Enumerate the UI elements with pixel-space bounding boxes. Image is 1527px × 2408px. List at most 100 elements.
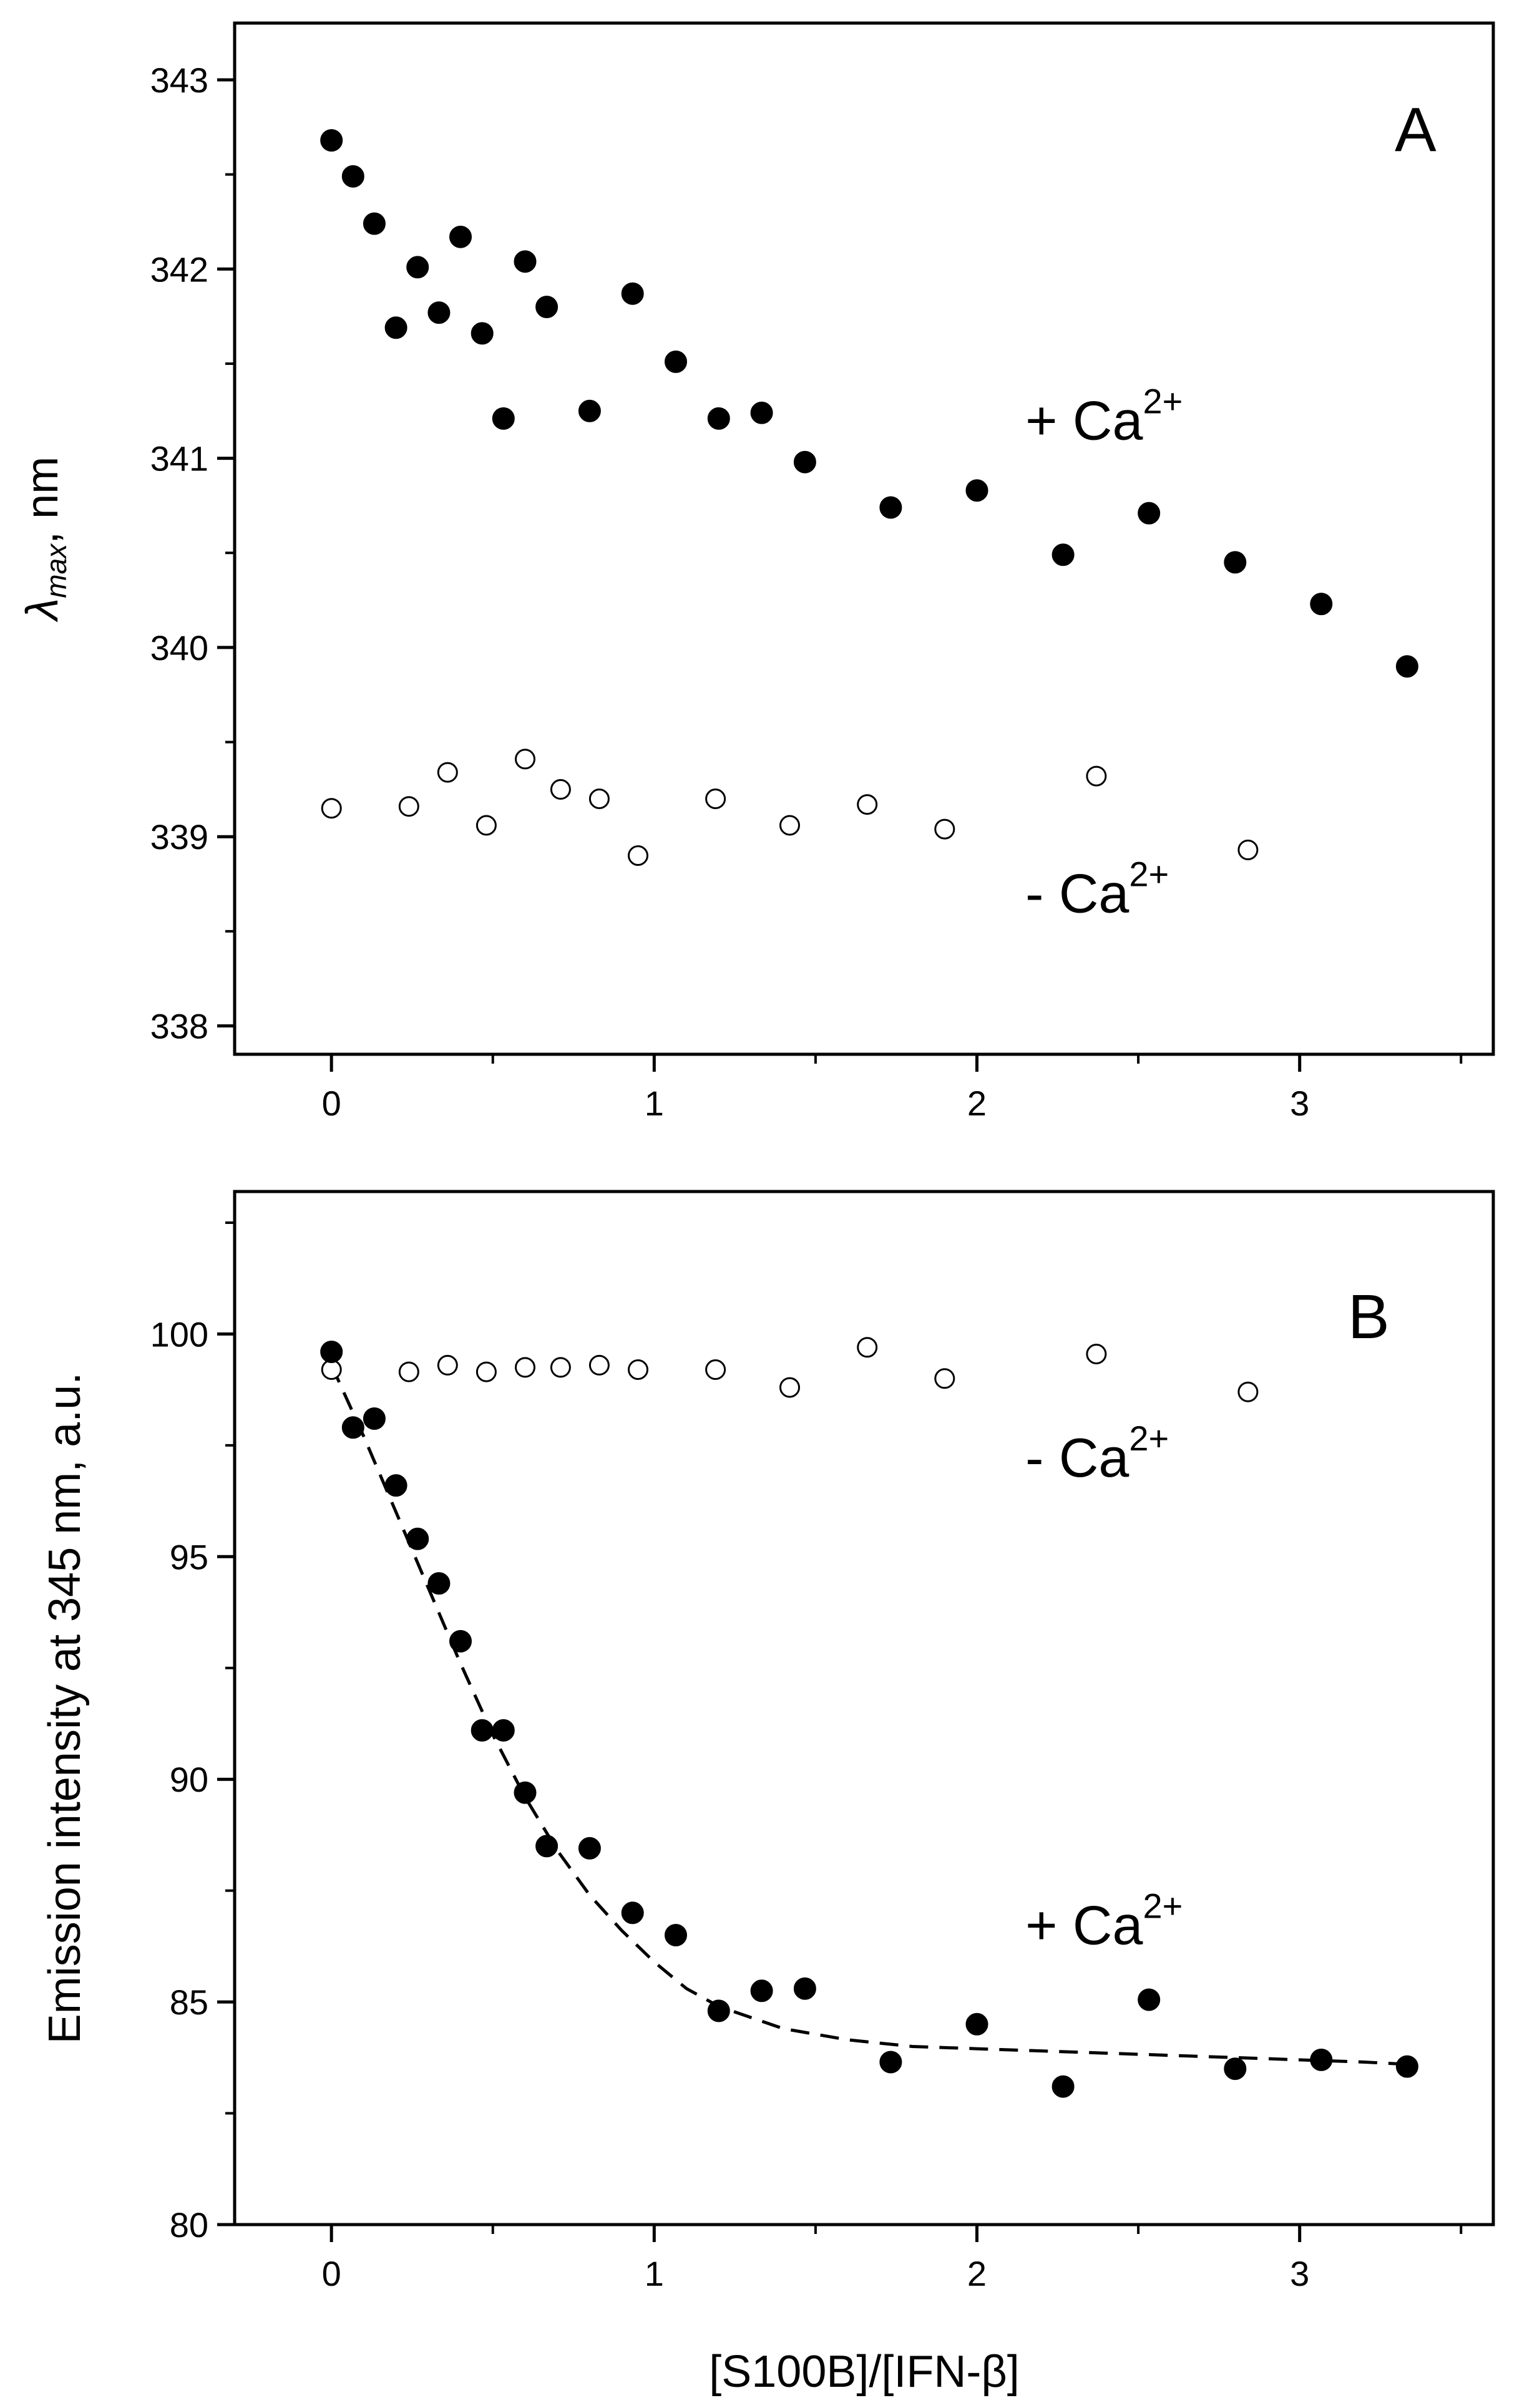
filled-data-point [621, 1901, 644, 1925]
series-label-main: + Ca [1025, 389, 1143, 451]
panel-b-y-tick-label: 100 [150, 1314, 208, 1354]
open-data-point [588, 789, 610, 809]
open-data-point [437, 1354, 458, 1376]
filled-data-point [793, 1977, 816, 2000]
open-data-point [321, 798, 342, 819]
panel-b-ticks: 0 1 2 3 80 85 90 95 100 [150, 1221, 1463, 2293]
panel-b-plus-ca-label: + Ca2+ [1025, 1886, 1183, 1956]
filled-data-point [492, 407, 515, 430]
filled-data-point [793, 450, 816, 473]
series-label-sup: 2+ [1143, 1886, 1183, 1925]
filled-data-point [621, 282, 644, 305]
open-data-point [1086, 765, 1107, 787]
panel-a-x-tick-label: 0 [322, 1084, 341, 1123]
filled-data-point [1395, 2055, 1418, 2078]
panel-b-x-tick-label: 0 [322, 2254, 341, 2293]
panel-a-x-tick-label: 1 [645, 1084, 664, 1123]
filled-data-point [427, 1572, 451, 1595]
filled-data-point [535, 296, 559, 318]
open-data-point [476, 1361, 497, 1382]
series-label-sup: 2+ [1129, 855, 1169, 894]
open-data-point [857, 1337, 878, 1358]
filled-data-point [427, 301, 451, 324]
series-label-main: - Ca [1025, 1427, 1129, 1488]
panel-b-x-tick-label: 3 [1290, 2254, 1309, 2293]
series-label-main: + Ca [1025, 1894, 1143, 1956]
panel-b-x-tick-label: 2 [967, 2254, 987, 2293]
open-data-point [628, 845, 648, 866]
filled-data-point [665, 1924, 687, 1946]
panel-b-letter: B [1348, 1282, 1390, 1352]
filled-data-point [384, 1474, 407, 1497]
panel-a-minus-ca-label: - Ca2+ [1025, 855, 1169, 925]
filled-data-point [750, 1979, 773, 2003]
y-title-lambda: λ [17, 598, 67, 623]
open-data-point [550, 779, 571, 800]
filled-data-point [1224, 551, 1247, 574]
open-data-point [1237, 839, 1259, 860]
filled-data-point [363, 1407, 386, 1430]
panel-b-fit-curve [329, 1364, 1408, 2066]
panel-b-points [320, 1337, 1418, 2098]
panel-a-frame [233, 21, 1495, 1056]
filled-data-point [341, 1416, 364, 1439]
filled-data-point [384, 316, 407, 339]
filled-data-point [750, 401, 773, 424]
filled-data-point [1224, 2057, 1247, 2080]
panel-a-x-tick-label: 2 [967, 1084, 987, 1123]
filled-data-point [1310, 593, 1333, 616]
filled-data-point [320, 1341, 343, 1363]
filled-data-point [406, 256, 429, 279]
filled-data-point [879, 2051, 902, 2074]
series-label-sup: 2+ [1129, 1419, 1169, 1458]
panel-a-letter: A [1395, 95, 1437, 165]
panel-a-y-tick-label: 339 [150, 817, 208, 857]
y-title-sub: max [40, 543, 72, 598]
panel-a-x-tick-label: 3 [1290, 1084, 1309, 1123]
open-data-point [550, 1357, 571, 1378]
filled-data-point [665, 350, 687, 373]
panel-b-fit-layer [329, 1364, 1408, 2066]
panel-a-ticks: 0 1 2 3 338 339 340 341 342 343 [150, 61, 1463, 1123]
panel-b-y-tick-label: 85 [170, 1983, 208, 2022]
filled-data-point [965, 479, 988, 502]
filled-data-point [514, 250, 537, 273]
filled-data-point [341, 165, 364, 188]
open-data-point [779, 1377, 800, 1398]
open-data-point [934, 818, 955, 840]
filled-data-point [449, 1629, 472, 1653]
open-data-point [705, 789, 726, 809]
y-title-unit: , nm [17, 457, 67, 544]
open-data-point [779, 815, 800, 836]
panel-a-y-tick-label: 341 [150, 439, 208, 478]
panel-a-y-axis-title: λmax, nm [17, 457, 72, 623]
panel-a-y-tick-label: 343 [150, 61, 208, 100]
filled-data-point [707, 1999, 730, 2022]
open-data-point [588, 1354, 610, 1376]
filled-data-point [320, 129, 343, 152]
open-data-point [628, 1359, 648, 1380]
panel-b-y-tick-label: 95 [170, 1537, 208, 1576]
filled-data-point [965, 2012, 988, 2036]
panel-a-plus-ca-label: + Ca2+ [1025, 381, 1183, 451]
filled-data-point [879, 496, 902, 519]
panel-b-y-tick-label: 90 [170, 1760, 208, 1799]
filled-data-point [1310, 2048, 1333, 2071]
filled-data-point [449, 225, 472, 248]
filled-data-point [535, 1835, 559, 1858]
panel-a-points [320, 129, 1418, 866]
filled-data-point [514, 1781, 537, 1804]
filled-data-point [363, 212, 386, 235]
open-data-point [934, 1368, 955, 1389]
panel-a-y-tick-label: 342 [150, 250, 208, 289]
filled-data-point [406, 1527, 429, 1550]
panel-a-y-tick-label: 338 [150, 1007, 208, 1046]
open-data-point [437, 762, 458, 783]
panel-b-minus-ca-label: - Ca2+ [1025, 1419, 1169, 1488]
open-data-point [1086, 1344, 1107, 1364]
panel-b-y-tick-label: 80 [170, 2205, 208, 2245]
